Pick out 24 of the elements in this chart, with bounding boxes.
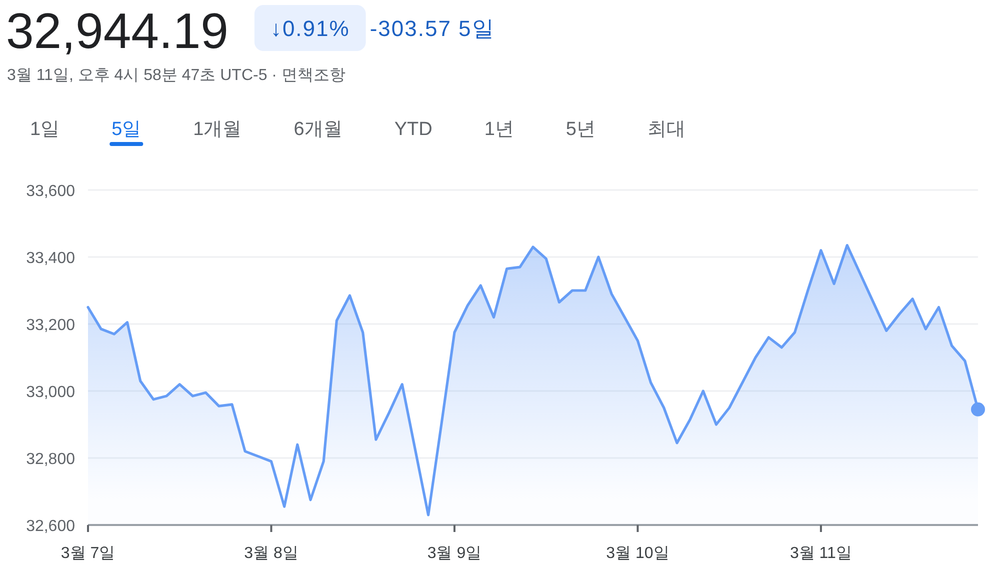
y-tick-label: 33,000 [26,384,76,401]
range-tab-selected: 5일 [110,119,144,146]
range-tab-label: 1년 [484,119,514,140]
x-tick-label: 3월 10일 [606,545,670,562]
x-tick-label: 3월 11일 [790,545,852,562]
y-tick-label: 33,200 [26,317,76,334]
header: 32,944.19 ↓0.91% -303.57 5일 3월 11일, 오후 4시 58분 47초 UTC-5 · 면책조항 [6,3,495,84]
range-tab-label: 5년 [566,119,596,140]
chart-title: 32,944.19 [6,3,228,59]
y-tick-label: 32,600 [26,518,76,535]
y-tick-label: 33,600 [26,183,76,200]
range-tab-label: 6개월 [294,119,342,140]
chart-subtitle: 3월 11일, 오후 4시 58분 47초 UTC-5 · 면책조항 [7,67,346,84]
range-tab-label: 1일 [30,119,60,140]
x-tick-label: 3월 8일 [244,545,298,562]
range-tab-label: 1개월 [193,119,242,140]
range-tab-label: 최대 [647,119,686,140]
change-percent: ↓0.91% [254,5,366,51]
change-amount: -303.57 5일 [370,16,495,41]
y-tick-label: 32,800 [26,451,76,468]
x-tick-label: 3월 9일 [427,545,482,562]
y-tick-label: 33,400 [26,250,76,267]
x-tick-label: 3월 7일 [60,545,116,562]
range-tab-label: YTD [394,119,432,140]
